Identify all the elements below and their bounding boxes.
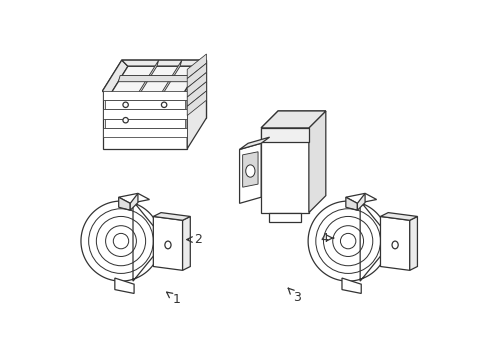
Polygon shape bbox=[118, 76, 193, 82]
Ellipse shape bbox=[392, 241, 398, 249]
Polygon shape bbox=[269, 213, 301, 222]
Polygon shape bbox=[183, 216, 190, 270]
Polygon shape bbox=[187, 91, 206, 116]
Polygon shape bbox=[109, 66, 200, 97]
Circle shape bbox=[161, 102, 167, 108]
Circle shape bbox=[123, 102, 128, 108]
Polygon shape bbox=[357, 193, 365, 210]
Polygon shape bbox=[105, 100, 185, 109]
Polygon shape bbox=[346, 197, 357, 210]
Polygon shape bbox=[261, 111, 326, 128]
Polygon shape bbox=[102, 60, 206, 91]
Polygon shape bbox=[240, 137, 270, 149]
Polygon shape bbox=[119, 197, 130, 210]
Polygon shape bbox=[81, 201, 161, 281]
Text: 3: 3 bbox=[288, 288, 301, 304]
Polygon shape bbox=[342, 278, 361, 293]
Text: 2: 2 bbox=[187, 233, 202, 246]
Polygon shape bbox=[119, 193, 149, 203]
Polygon shape bbox=[381, 213, 417, 220]
Polygon shape bbox=[102, 60, 128, 97]
Polygon shape bbox=[102, 91, 187, 100]
Polygon shape bbox=[346, 193, 377, 203]
Polygon shape bbox=[102, 91, 187, 97]
Ellipse shape bbox=[245, 165, 255, 177]
Polygon shape bbox=[130, 193, 138, 210]
Ellipse shape bbox=[165, 241, 171, 249]
Polygon shape bbox=[240, 143, 261, 203]
Circle shape bbox=[123, 117, 128, 123]
Polygon shape bbox=[102, 128, 187, 137]
Polygon shape bbox=[115, 278, 134, 293]
Polygon shape bbox=[181, 60, 206, 97]
Polygon shape bbox=[138, 60, 159, 97]
Polygon shape bbox=[261, 128, 309, 213]
Polygon shape bbox=[187, 60, 206, 149]
Polygon shape bbox=[153, 213, 190, 220]
Polygon shape bbox=[153, 216, 183, 270]
Polygon shape bbox=[122, 60, 206, 66]
Polygon shape bbox=[381, 216, 410, 270]
Polygon shape bbox=[102, 109, 187, 119]
Polygon shape bbox=[308, 201, 388, 281]
Polygon shape bbox=[309, 111, 326, 213]
Polygon shape bbox=[410, 216, 417, 270]
Text: 1: 1 bbox=[167, 292, 180, 306]
Polygon shape bbox=[261, 128, 309, 142]
Polygon shape bbox=[261, 111, 326, 128]
Text: 4: 4 bbox=[320, 231, 334, 244]
Polygon shape bbox=[187, 54, 206, 78]
Polygon shape bbox=[105, 119, 185, 128]
Polygon shape bbox=[102, 91, 187, 149]
Polygon shape bbox=[122, 60, 206, 118]
Polygon shape bbox=[187, 72, 206, 97]
Polygon shape bbox=[243, 152, 258, 187]
Polygon shape bbox=[161, 60, 182, 97]
Polygon shape bbox=[187, 63, 206, 88]
Polygon shape bbox=[187, 82, 206, 106]
